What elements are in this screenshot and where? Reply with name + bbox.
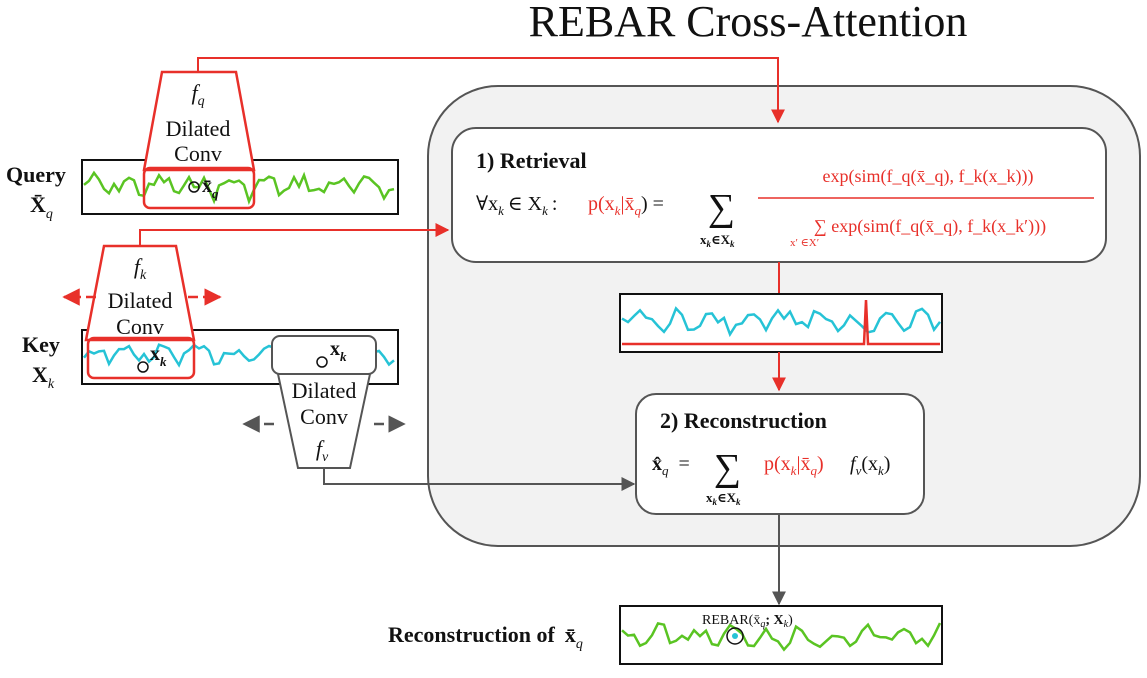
key-window-label: xk — [150, 343, 167, 369]
retrieval-lhs: ∀xk ∈ Xk: — [476, 193, 557, 218]
retrieval-denominator: ∑ exp(sim(f_q(x̄_q), f_k(x_k′))) — [814, 216, 1046, 237]
query-window — [142, 166, 256, 210]
output-point-dot — [732, 633, 738, 639]
query-symbol: X̄q — [30, 192, 53, 222]
retrieval-sum-index: xk∈Xk — [700, 232, 735, 249]
similarity-key-line — [621, 306, 941, 338]
fq-to-retrieval-arrow — [197, 57, 785, 124]
query-point-icon — [188, 181, 200, 193]
retrieval-title: 1) Retrieval — [476, 148, 587, 173]
fv-line1: Dilated — [292, 378, 357, 403]
fv-label: fv — [316, 436, 329, 465]
query-label: Query — [6, 162, 66, 187]
reconstruction-fv: fv(xk) — [850, 453, 890, 478]
fq-line2: Conv — [174, 141, 222, 166]
fv-to-reconstruction-arrow — [323, 468, 636, 491]
similarity-series-box — [619, 293, 943, 353]
key-symbol: Xk — [32, 362, 55, 392]
reconstruction-sum-index: xk∈Xk — [706, 490, 741, 507]
query-window-label: x̄q — [202, 175, 219, 201]
key-point-icon — [137, 361, 149, 373]
output-label: Reconstruction of x̄q — [388, 622, 583, 652]
fk-label: fk — [134, 254, 147, 283]
reconstruction-sum-symbol: ∑ — [714, 447, 741, 489]
reconstruction-lhs: x̂q = — [652, 453, 690, 478]
output-series-box — [619, 605, 943, 665]
reconstruction-prob: p(xk|x̄q) — [764, 453, 824, 478]
key-label: Key — [22, 332, 60, 357]
key-window — [86, 336, 196, 380]
retrieval-prob: p(xk|x̄q) = — [588, 193, 664, 218]
reconstruction-title: 2) Reconstruction — [660, 408, 827, 433]
query-series-line — [83, 170, 395, 206]
fv-line2: Conv — [300, 404, 348, 429]
similarity-retrieval-spike — [622, 299, 940, 346]
fv-window-label: xk — [330, 338, 347, 364]
fq-label: fq — [191, 80, 204, 109]
fk-to-retrieval-arrow — [139, 223, 450, 246]
retrieval-numerator: exp(sim(f_q(x̄_q), f_k(x_k))) — [823, 166, 1034, 187]
diagram-title: REBAR Cross-Attention — [529, 0, 968, 46]
fv-window — [271, 335, 377, 375]
retrieval-sum-symbol: ∑ — [708, 187, 735, 229]
fv-dilated-conv — [276, 373, 372, 469]
retrieval-denominator-index: x′ ∈X′ — [790, 237, 819, 249]
fq-line1: Dilated — [166, 116, 231, 141]
output-point-label: REBAR(x̄q; Xk) — [702, 613, 793, 630]
fv-point-icon — [316, 356, 328, 368]
fk-line2: Conv — [116, 314, 164, 339]
output-point-icon — [726, 627, 744, 645]
fk-line1: Dilated — [108, 288, 173, 313]
output-series-line — [621, 621, 942, 652]
